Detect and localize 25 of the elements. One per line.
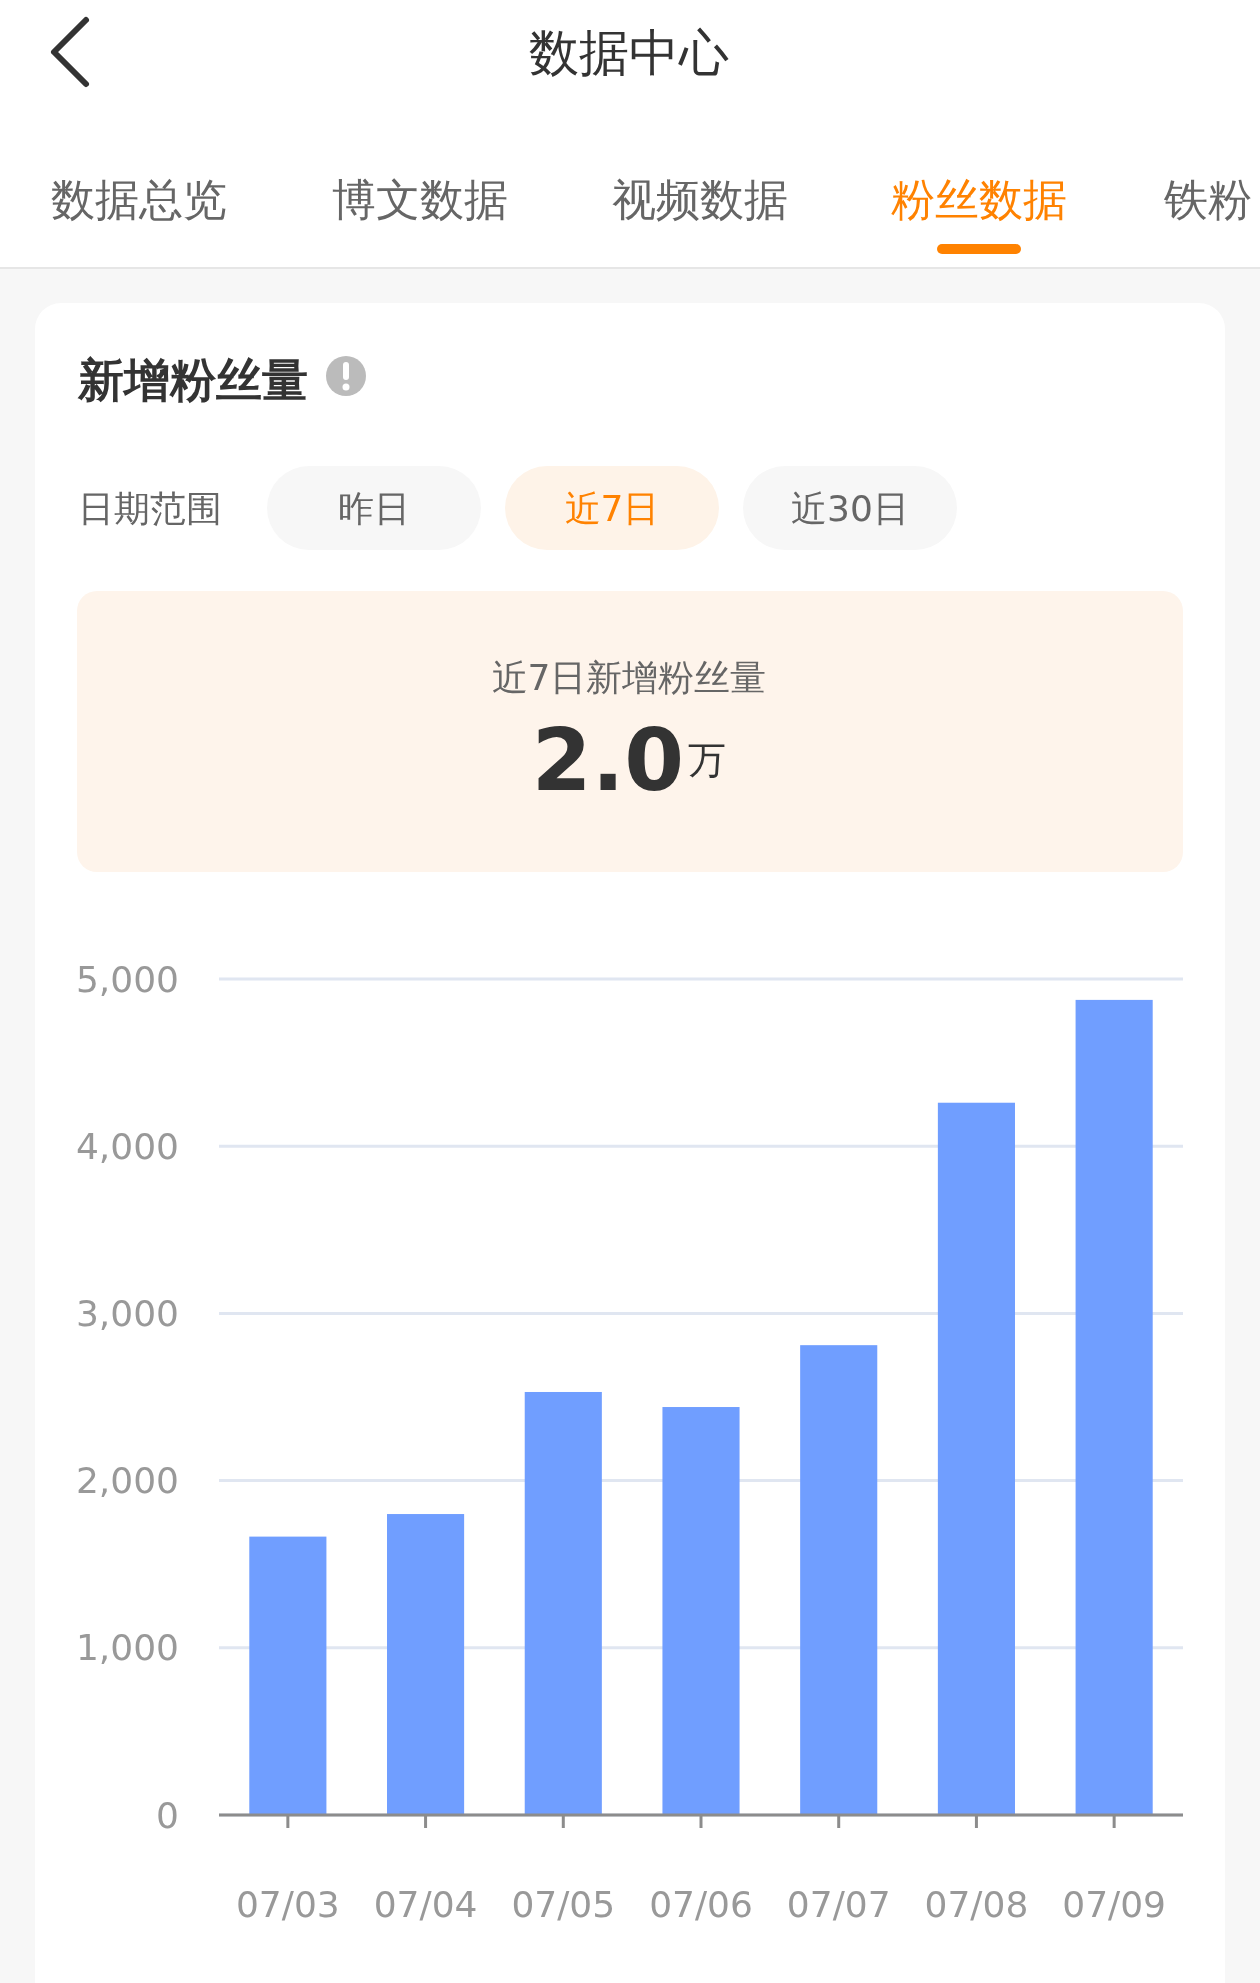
y-tick-label: 4,000 — [75, 1125, 179, 1167]
y-tick-label: 5,000 — [75, 958, 179, 1000]
text: 博文数据 — [332, 173, 508, 225]
y-tick-label: 0 — [156, 1794, 179, 1836]
y-tick-label: 2,000 — [75, 1460, 179, 1502]
text: 视频数据 — [612, 173, 788, 225]
x-tick-label: 07/04 — [373, 1883, 478, 1925]
text: 数据中心 — [529, 24, 729, 82]
text: 日期范围 — [78, 487, 222, 529]
text: 近7日新增粉丝量 — [491, 656, 767, 698]
x-tick-label: 07/08 — [924, 1883, 1029, 1925]
x-tick-label: 07/09 — [1062, 1883, 1167, 1925]
text: 数据总览 — [51, 173, 227, 225]
x-tick-label: 07/03 — [235, 1883, 340, 1925]
text: 粉丝数据 — [891, 173, 1067, 225]
text: 昨日 — [338, 487, 410, 529]
text: 近30日 — [791, 487, 909, 529]
x-tick-label: 07/05 — [511, 1883, 616, 1925]
chart-title: 新增粉丝量 — [77, 353, 308, 407]
x-tick-label: 07/07 — [786, 1883, 891, 1925]
x-tick-label: 07/06 — [649, 1883, 753, 1925]
text: 近7日 — [564, 487, 660, 529]
y-tick-label: 1,000 — [75, 1627, 179, 1669]
text: 铁粉 — [1163, 173, 1252, 225]
y-tick-label: 3,000 — [75, 1292, 179, 1334]
